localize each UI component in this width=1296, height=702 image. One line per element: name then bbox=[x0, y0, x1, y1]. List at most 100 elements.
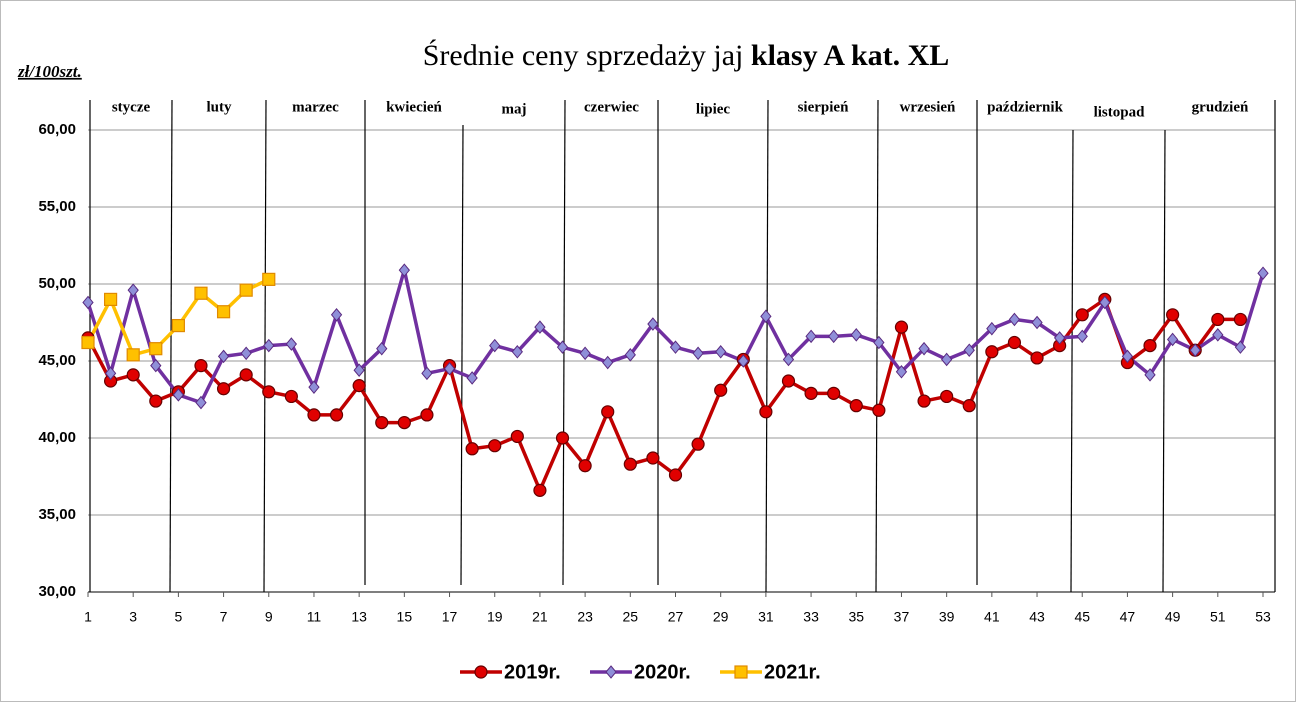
title-plain: Średnie ceny sprzedaży jaj bbox=[423, 39, 751, 72]
month-label: grudzień bbox=[1192, 99, 1249, 115]
point bbox=[465, 442, 479, 456]
y-tick-label: 55,00 bbox=[38, 198, 76, 215]
x-tick-label: 9 bbox=[265, 609, 273, 625]
month-divider bbox=[765, 99, 769, 593]
month-label: maj bbox=[502, 101, 527, 117]
point bbox=[850, 328, 862, 342]
point bbox=[1212, 328, 1224, 342]
point bbox=[421, 366, 433, 381]
point bbox=[375, 416, 389, 430]
point bbox=[734, 665, 748, 679]
point bbox=[216, 305, 231, 319]
point bbox=[1234, 340, 1247, 354]
point bbox=[466, 371, 478, 385]
point bbox=[239, 368, 253, 382]
point bbox=[872, 403, 886, 417]
chart-title: Średnie ceny sprzedaży jaj klasy A kat. … bbox=[423, 39, 950, 72]
point bbox=[150, 358, 162, 373]
point bbox=[760, 309, 772, 324]
point bbox=[488, 439, 502, 453]
month-divider bbox=[169, 99, 173, 593]
x-tick-label: 53 bbox=[1255, 609, 1271, 625]
x-tick-label: 37 bbox=[894, 609, 910, 625]
x-tick-label: 39 bbox=[939, 609, 955, 625]
point bbox=[195, 395, 207, 410]
series-line bbox=[86, 297, 1241, 493]
point bbox=[1008, 312, 1021, 327]
x-tick-label: 49 bbox=[1165, 609, 1181, 625]
month-label: październik bbox=[987, 99, 1063, 115]
point bbox=[240, 346, 252, 361]
y-tick-label: 35,00 bbox=[38, 506, 76, 523]
point bbox=[376, 341, 388, 356]
x-tick-label: 5 bbox=[174, 609, 182, 625]
month-label: kwiecień bbox=[386, 99, 442, 115]
point bbox=[474, 665, 488, 679]
point bbox=[737, 354, 749, 368]
x-tick-label: 51 bbox=[1210, 609, 1226, 625]
legend-label: 2021r. bbox=[764, 661, 821, 683]
point bbox=[262, 385, 276, 399]
point bbox=[511, 344, 523, 359]
point bbox=[352, 379, 366, 393]
series-points bbox=[82, 263, 1269, 410]
point bbox=[605, 665, 617, 679]
point bbox=[941, 352, 953, 367]
point bbox=[103, 292, 118, 306]
point bbox=[149, 342, 163, 356]
month-label: lipiec bbox=[696, 101, 731, 117]
x-tick-label: 23 bbox=[577, 609, 593, 625]
point bbox=[691, 437, 705, 451]
month-label: luty bbox=[206, 99, 232, 115]
point bbox=[782, 352, 795, 367]
point bbox=[217, 349, 230, 364]
point bbox=[555, 431, 570, 445]
y-tick-label: 30,00 bbox=[38, 583, 76, 600]
y-tick-label: 60,00 bbox=[38, 121, 76, 138]
point bbox=[1211, 312, 1225, 327]
point bbox=[82, 295, 94, 310]
point bbox=[216, 382, 231, 396]
point bbox=[81, 335, 95, 350]
x-tick-label: 17 bbox=[442, 609, 458, 625]
point bbox=[647, 317, 659, 331]
month-label: wrzesień bbox=[900, 99, 956, 115]
point bbox=[669, 340, 682, 354]
month-label: sierpień bbox=[798, 99, 849, 115]
point bbox=[601, 405, 615, 419]
point bbox=[172, 388, 185, 402]
point bbox=[126, 368, 140, 382]
x-tick-label: 25 bbox=[623, 609, 639, 625]
point bbox=[556, 340, 569, 354]
x-tick-label: 1 bbox=[84, 609, 92, 625]
point bbox=[962, 399, 976, 413]
point bbox=[1075, 308, 1089, 322]
point bbox=[1007, 335, 1022, 350]
point bbox=[262, 272, 276, 286]
point bbox=[307, 408, 321, 422]
point bbox=[308, 380, 320, 394]
month-divider bbox=[460, 124, 464, 586]
point bbox=[805, 329, 817, 344]
point bbox=[510, 429, 524, 444]
point bbox=[194, 286, 208, 300]
month-label: czerwiec bbox=[584, 99, 639, 115]
point bbox=[714, 383, 728, 397]
point bbox=[285, 337, 298, 351]
title-bold: klasy A kat. XL bbox=[751, 39, 949, 72]
point bbox=[398, 263, 410, 277]
point bbox=[239, 283, 253, 297]
point bbox=[194, 359, 208, 373]
point bbox=[917, 394, 931, 408]
point bbox=[1143, 339, 1157, 353]
month-divider bbox=[1162, 129, 1166, 593]
point bbox=[668, 468, 683, 482]
point bbox=[534, 320, 546, 334]
month-label: listopad bbox=[1094, 104, 1146, 120]
point bbox=[1257, 266, 1269, 281]
point bbox=[804, 386, 818, 400]
point bbox=[602, 355, 614, 370]
point bbox=[963, 343, 975, 358]
legend-label: 2020r. bbox=[634, 661, 691, 683]
